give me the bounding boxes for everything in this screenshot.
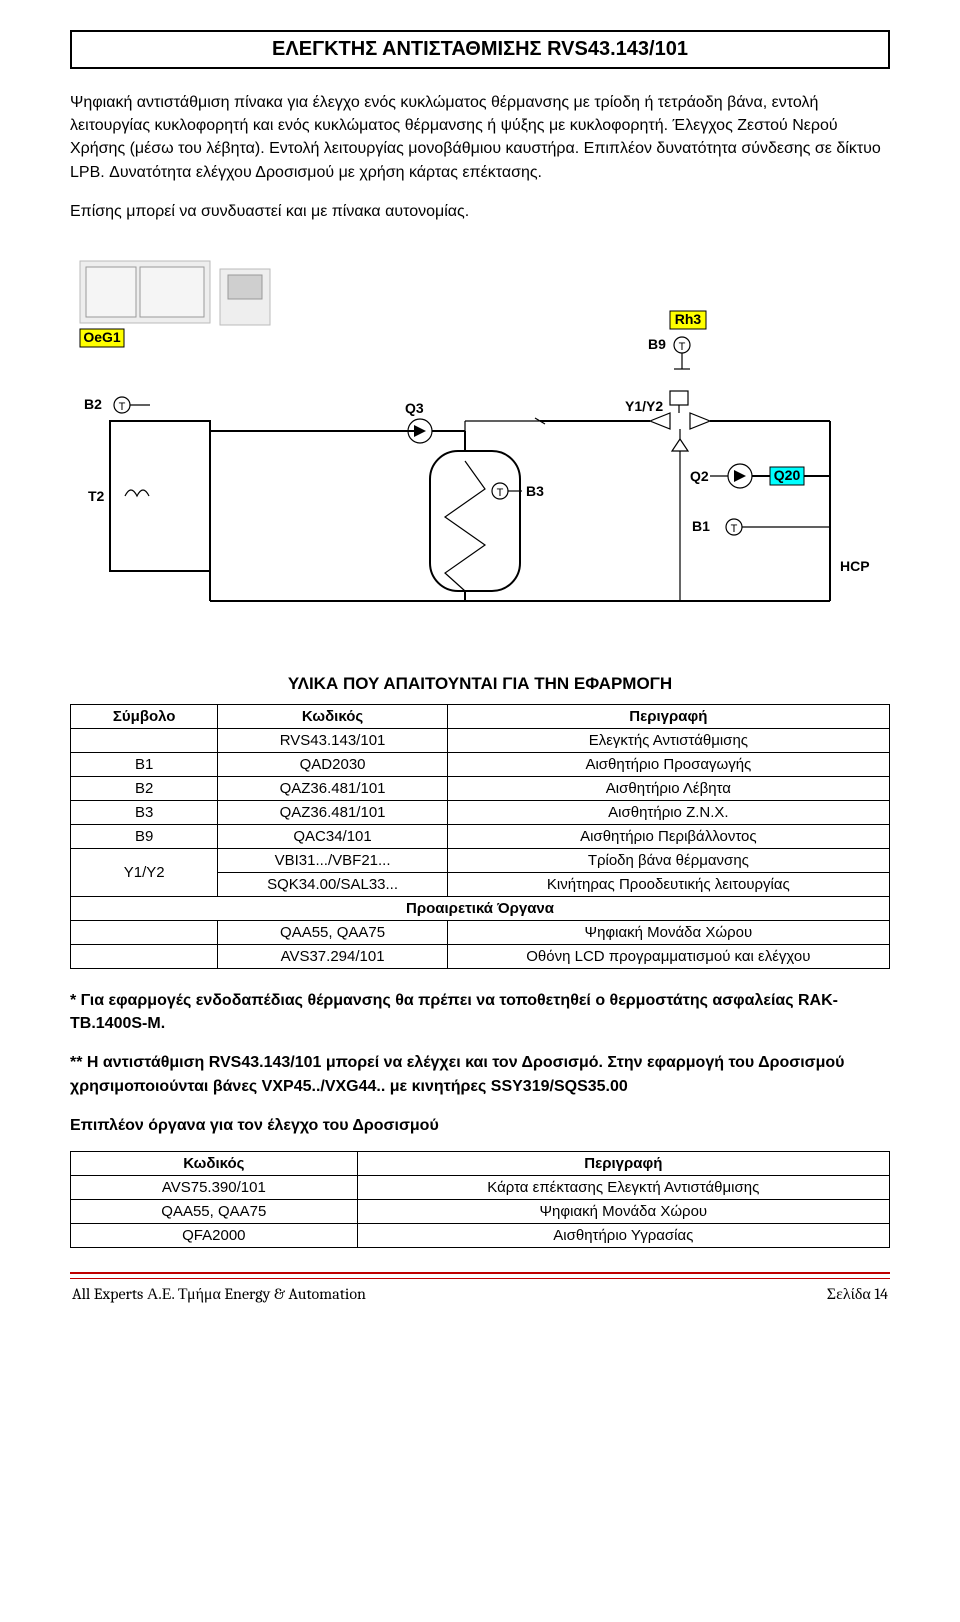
table-subheader-row: Προαιρετικά Όργανα bbox=[71, 896, 890, 920]
footnote-1: * Για εφαρμογές ενδοδαπέδιας θέρμανσης θ… bbox=[70, 989, 890, 1035]
footer-rule-icon bbox=[70, 1278, 890, 1279]
col-header-desc: Περιγραφή bbox=[357, 1151, 889, 1175]
label-b1: B1 bbox=[692, 518, 710, 534]
footer-left: All Experts Α.Ε. Τμήμα Energy & Automati… bbox=[72, 1285, 366, 1304]
footnote-2: ** Η αντιστάθμιση RVS43.143/101 μπορεί ν… bbox=[70, 1051, 890, 1097]
table-row: AVS75.390/101 Κάρτα επέκτασης Ελεγκτή Αν… bbox=[71, 1175, 890, 1199]
col-header-symbol: Σύμβολο bbox=[71, 704, 218, 728]
materials-table: Σύμβολο Κωδικός Περιγραφή RVS43.143/101 … bbox=[70, 704, 890, 969]
footnote-3: Επιπλέον όργανα για τον έλεγχο του Δροσι… bbox=[70, 1114, 890, 1137]
col-header-code: Κωδικός bbox=[71, 1151, 358, 1175]
table-row: QAA55, QAA75 Ψηφιακή Μονάδα Χώρου bbox=[71, 1199, 890, 1223]
footer-rule-icon bbox=[70, 1272, 890, 1274]
svg-text:T: T bbox=[497, 487, 504, 499]
table-row: B9 QAC34/101 Αισθητήριο Περιβάλλοντος bbox=[71, 824, 890, 848]
table-row: B2 QAZ36.481/101 Αισθητήριο Λέβητα bbox=[71, 776, 890, 800]
footer-right: Σελίδα 14 bbox=[827, 1285, 888, 1304]
extras-table: Κωδικός Περιγραφή AVS75.390/101 Κάρτα επ… bbox=[70, 1151, 890, 1248]
label-b3: B3 bbox=[526, 483, 544, 499]
intro-paragraph-1: Ψηφιακή αντιστάθμιση πίνακα για έλεγχο ε… bbox=[70, 91, 890, 184]
label-b2: B2 bbox=[84, 396, 102, 412]
table-row: QFA2000 Αισθητήριο Υγρασίας bbox=[71, 1223, 890, 1247]
label-q20: Q20 bbox=[774, 467, 801, 483]
table-row: RVS43.143/101 Ελεγκτής Αντιστάθμισης bbox=[71, 728, 890, 752]
svg-text:T: T bbox=[731, 523, 738, 535]
table-header-row: Κωδικός Περιγραφή bbox=[71, 1151, 890, 1175]
label-q3: Q3 bbox=[405, 400, 424, 416]
table-row: QAA55, QAA75 Ψηφιακή Μονάδα Χώρου bbox=[71, 920, 890, 944]
table-header-row: Σύμβολο Κωδικός Περιγραφή bbox=[71, 704, 890, 728]
label-hcp: HCP bbox=[840, 558, 870, 574]
table-row: Y1/Y2 VBI31.../VBF21... Τρίοδη βάνα θέρμ… bbox=[71, 848, 890, 872]
page-title: ΕΛΕΓΚΤΗΣ ΑΝΤΙΣΤΑΘΜΙΣΗΣ RVS43.143/101 bbox=[272, 38, 688, 60]
label-y1y2: Y1/Y2 bbox=[625, 398, 663, 414]
table-row: B1 QAD2030 Αισθητήριο Προσαγωγής bbox=[71, 752, 890, 776]
page-title-box: ΕΛΕΓΚΤΗΣ ΑΝΤΙΣΤΑΘΜΙΣΗΣ RVS43.143/101 bbox=[70, 30, 890, 69]
intro-paragraph-2: Επίσης μπορεί να συνδυαστεί και με πίνακ… bbox=[70, 200, 890, 223]
materials-heading: ΥΛΙΚΑ ΠΟΥ ΑΠΑΙΤΟΥΝΤΑΙ ΓΙΑ ΤΗΝ ΕΦΑΡΜΟΓΗ bbox=[70, 674, 890, 694]
label-rh3: Rh3 bbox=[675, 311, 702, 327]
svg-text:T: T bbox=[679, 341, 686, 353]
page: ΕΛΕΓΚΤΗΣ ΑΝΤΙΣΤΑΘΜΙΣΗΣ RVS43.143/101 Ψηφ… bbox=[0, 0, 960, 1332]
table-row: B3 QAZ36.481/101 Αισθητήριο Ζ.Ν.Χ. bbox=[71, 800, 890, 824]
page-footer: All Experts Α.Ε. Τμήμα Energy & Automati… bbox=[70, 1285, 890, 1312]
svg-text:T: T bbox=[119, 401, 126, 413]
col-header-code: Κωδικός bbox=[218, 704, 447, 728]
label-b9: B9 bbox=[648, 336, 666, 352]
label-oeg1: OeG1 bbox=[83, 329, 121, 345]
col-header-desc: Περιγραφή bbox=[447, 704, 889, 728]
label-q2: Q2 bbox=[690, 468, 709, 484]
schematic-diagram: OeG1 Rh3 B9 T B2 T T2 Q3 bbox=[70, 251, 890, 631]
table-row: AVS37.294/101 Οθόνη LCD προγραμματισμού … bbox=[71, 944, 890, 968]
label-t2: T2 bbox=[88, 488, 105, 504]
